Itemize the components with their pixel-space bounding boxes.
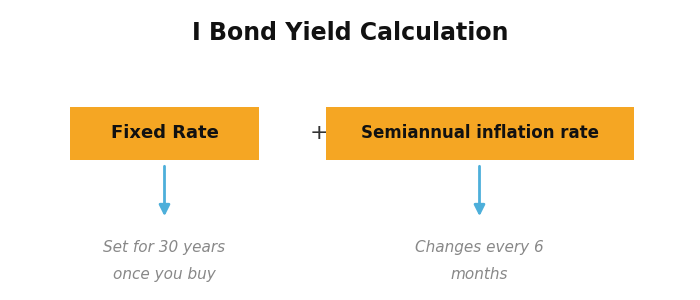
Text: months: months bbox=[451, 267, 508, 282]
FancyBboxPatch shape bbox=[70, 107, 259, 160]
Text: Semiannual inflation rate: Semiannual inflation rate bbox=[360, 124, 598, 142]
FancyBboxPatch shape bbox=[326, 107, 634, 160]
Text: Set for 30 years: Set for 30 years bbox=[104, 240, 225, 255]
Text: Changes every 6: Changes every 6 bbox=[415, 240, 544, 255]
Text: Fixed Rate: Fixed Rate bbox=[111, 124, 218, 142]
Text: I Bond Yield Calculation: I Bond Yield Calculation bbox=[192, 21, 508, 45]
Text: once you buy: once you buy bbox=[113, 267, 216, 282]
Text: +: + bbox=[309, 124, 328, 143]
